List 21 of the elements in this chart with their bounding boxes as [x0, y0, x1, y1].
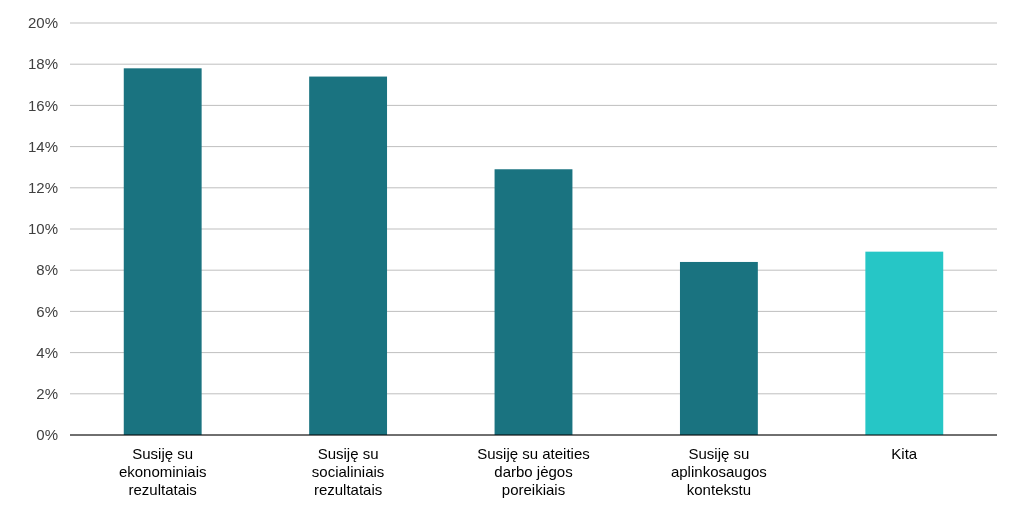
y-tick-label: 6%	[36, 302, 58, 320]
y-tick-label: 10%	[27, 220, 58, 238]
bar	[123, 68, 202, 435]
y-tick-label: 2%	[36, 385, 58, 403]
x-tick-label: Susiję su ekonominiais rezultatais	[118, 445, 207, 498]
x-tick-label: Kita	[891, 445, 918, 462]
bar	[309, 76, 388, 435]
x-tick-label: Susiję su socialiniais rezultatais	[311, 445, 385, 498]
y-tick-label: 8%	[36, 261, 58, 279]
bar	[494, 169, 573, 435]
y-tick-label: 20%	[27, 14, 58, 32]
y-tick-label: 12%	[27, 179, 58, 197]
bar	[865, 251, 944, 435]
y-tick-label: 18%	[27, 55, 58, 73]
y-tick-label: 16%	[27, 96, 58, 114]
x-tick-label: Susiję su aplinkosaugos kontekstu	[670, 445, 767, 498]
y-tick-label: 0%	[36, 426, 58, 444]
bar	[679, 261, 758, 435]
y-tick-label: 4%	[36, 343, 58, 361]
y-tick-label: 14%	[27, 137, 58, 155]
x-tick-label: Susiję su ateities darbo jėgos poreikiais	[477, 445, 590, 498]
